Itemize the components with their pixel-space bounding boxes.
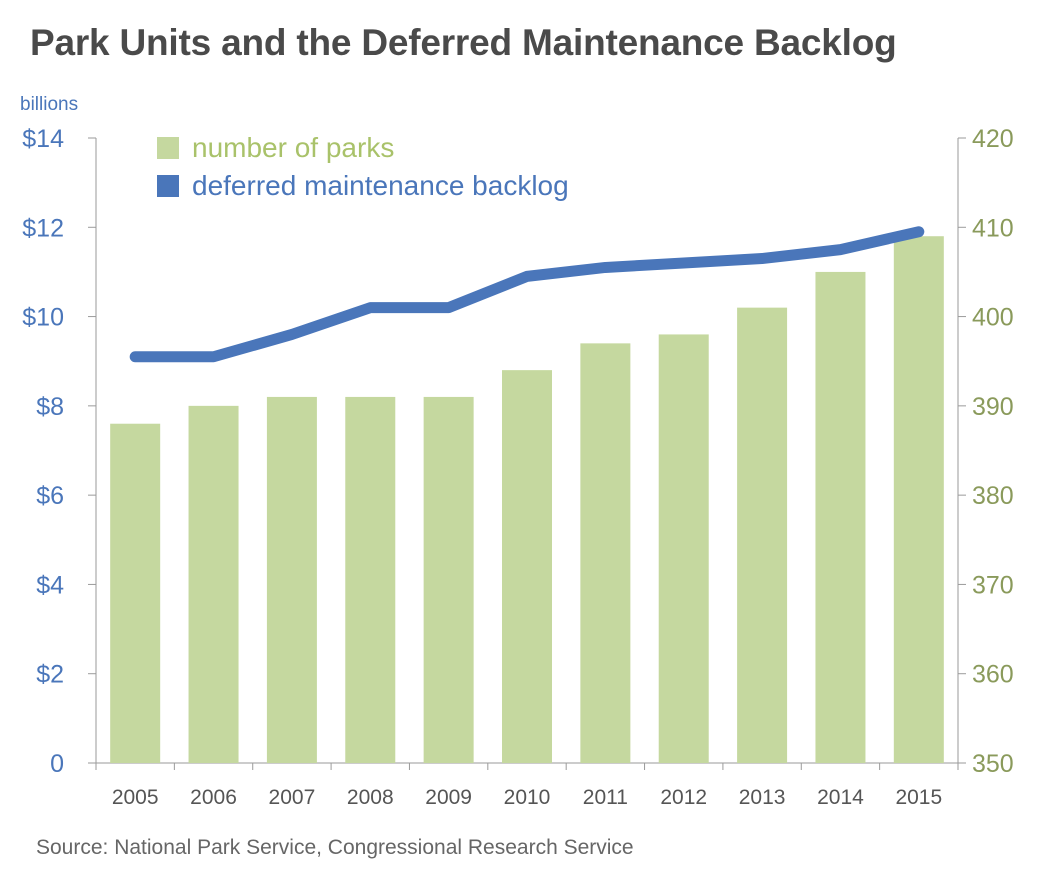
legend: number of parks deferred maintenance back… [157,132,569,201]
bar [815,271,866,763]
legend-label-deferred-maintenance-backlog: deferred maintenance backlog [192,170,569,201]
x-tick-label: 2012 [660,786,707,809]
source-note: Source: National Park Service, Congressi… [36,836,634,859]
x-tick-label: 2014 [817,786,864,809]
left-tick-label: $4 [36,571,64,599]
bar [658,334,709,763]
right-tick-label: 360 [972,661,1014,689]
right-tick-label: 420 [972,125,1014,153]
x-tick-label: 2008 [347,786,394,809]
bar [423,396,474,763]
bar [580,343,631,763]
bar [893,236,944,763]
bar-series [110,236,944,763]
left-tick-label: $2 [36,661,64,689]
x-tick-label: 2006 [190,786,237,809]
x-tick-label: 2005 [112,786,159,809]
bar [502,370,552,763]
x-tick-label: 2015 [895,786,942,809]
x-tick-label: 2009 [425,786,472,809]
right-tick-label: 350 [972,750,1014,778]
left-tick-label: $10 [22,304,64,332]
legend-swatch-number-of-parks [157,137,179,159]
x-tick-label: 2010 [504,786,551,809]
legend-label-number-of-parks: number of parks [192,132,394,163]
right-tick-label: 400 [972,304,1014,332]
left-tick-label: $12 [22,214,64,242]
series-line-deferred-maintenance-backlog [129,226,925,363]
bar [345,396,396,763]
chart-title: Park Units and the Deferred Maintenance … [30,22,897,63]
line-series [129,226,925,363]
left-tick-label: 0 [50,750,64,778]
left-tick-label: $6 [36,482,64,510]
legend-swatch-deferred-maintenance-backlog [157,175,179,197]
left-tick-label: $14 [22,125,64,153]
right-tick-label: 410 [972,214,1014,242]
x-tick-label: 2007 [269,786,316,809]
tick-labels: 0 $2 $4 $6 $8 $10 $12 $14 billions 350 360 370 380 39… [20,94,1014,809]
right-tick-label: 370 [972,571,1014,599]
x-tick-label: 2011 [583,786,628,809]
right-tick-label: 380 [972,482,1014,510]
left-axis-unit-label: billions [20,94,78,115]
x-tick-label: 2013 [739,786,786,809]
bar [266,396,317,763]
left-tick-label: $8 [36,393,64,421]
bar [188,405,239,763]
bar [110,423,161,763]
bar [737,307,788,763]
right-tick-label: 390 [972,393,1014,421]
